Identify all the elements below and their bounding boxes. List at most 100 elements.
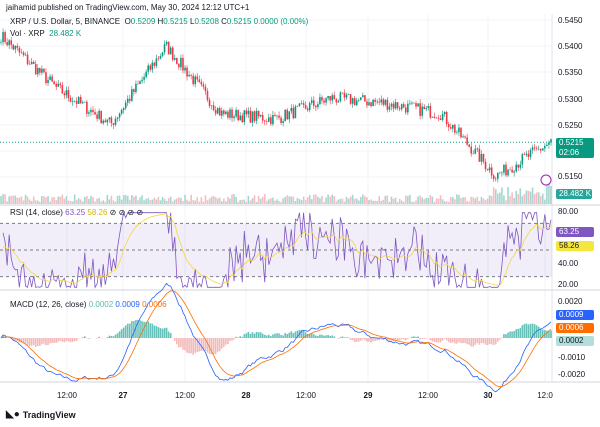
volume-bar bbox=[378, 196, 381, 204]
volume-bar bbox=[464, 197, 466, 204]
candle-body bbox=[131, 89, 133, 101]
volume-bar bbox=[353, 198, 356, 204]
volume-bar bbox=[84, 196, 86, 204]
candle-body bbox=[253, 111, 256, 121]
candle-body bbox=[292, 107, 295, 119]
volume-bar bbox=[63, 198, 66, 204]
candle-body bbox=[194, 76, 197, 85]
volume-bar bbox=[251, 198, 254, 204]
candle-body bbox=[122, 108, 125, 110]
candle-body bbox=[26, 54, 29, 65]
macd-histogram-bar bbox=[218, 338, 221, 352]
candle-body bbox=[169, 47, 172, 55]
volume-bar bbox=[486, 198, 489, 204]
macd-histogram-bar bbox=[458, 338, 460, 343]
candle-body bbox=[276, 115, 278, 117]
macd-histogram-bar bbox=[466, 338, 468, 345]
candle-body bbox=[231, 109, 233, 119]
macd-histogram-bar bbox=[243, 334, 246, 338]
macd-histogram-bar bbox=[208, 338, 211, 355]
macd-histogram-bar bbox=[531, 323, 534, 338]
candle-body bbox=[300, 103, 303, 104]
candle-body bbox=[22, 52, 25, 56]
macd-histogram-bar bbox=[190, 338, 192, 354]
volume-bar bbox=[106, 195, 109, 204]
candle-body bbox=[310, 100, 313, 104]
volume-bar bbox=[537, 192, 540, 204]
candle-body bbox=[353, 98, 356, 105]
candle-body bbox=[519, 164, 522, 168]
volume-bar bbox=[482, 198, 485, 204]
macd-histogram-bar bbox=[145, 321, 147, 338]
volume-bar bbox=[184, 194, 186, 204]
rsi-legend: RSI (14, close) 63.25 58.26 ⊘ ⊘ ⊘ ⊘ bbox=[10, 208, 143, 218]
rsi-ma-line bbox=[2, 213, 552, 286]
volume-bar bbox=[429, 195, 432, 204]
macd-histogram-bar bbox=[198, 338, 201, 352]
macd-histogram-bar bbox=[441, 338, 444, 341]
candle-body bbox=[110, 117, 113, 124]
candle-body bbox=[533, 147, 536, 149]
candle-body bbox=[343, 92, 346, 98]
volume-bar bbox=[396, 201, 399, 204]
candle-body bbox=[86, 101, 88, 114]
macd-histogram-bar bbox=[296, 330, 299, 338]
candle-body bbox=[480, 153, 483, 162]
volume-bar bbox=[441, 199, 444, 204]
volume-bar bbox=[43, 196, 45, 204]
volume-bar bbox=[298, 199, 301, 204]
candle-body bbox=[135, 83, 137, 93]
macd-histogram-bar bbox=[517, 328, 520, 338]
volume-bar bbox=[335, 201, 338, 204]
macd-histogram-bar bbox=[523, 324, 526, 338]
tradingview-logo[interactable]: ◣● TradingView bbox=[6, 410, 76, 421]
macd-histogram-bar bbox=[429, 338, 432, 341]
symbol-name[interactable]: XRP / U.S. Dollar, 5, BINANCE bbox=[10, 17, 121, 26]
candle-body bbox=[28, 64, 31, 65]
candle-body bbox=[447, 124, 450, 128]
macd-histogram-bar bbox=[355, 338, 358, 342]
macd-histogram-bar bbox=[331, 335, 333, 338]
volume-bar bbox=[370, 199, 372, 204]
volume-bar bbox=[98, 198, 100, 204]
macd-histogram-bar bbox=[417, 336, 419, 338]
volume-bar bbox=[443, 201, 446, 204]
volume-bar bbox=[163, 198, 166, 204]
candle-body bbox=[360, 97, 362, 100]
volume-bar bbox=[249, 200, 252, 204]
macd-histogram-bar bbox=[159, 328, 162, 338]
volume-bar bbox=[337, 199, 340, 204]
volume-bar bbox=[372, 200, 374, 204]
rsi-tick: 20.00 bbox=[558, 280, 579, 289]
volume-bar bbox=[327, 194, 329, 204]
volume-bar bbox=[341, 198, 344, 204]
macd-histogram-bar bbox=[137, 320, 139, 338]
macd-histogram-bar bbox=[22, 338, 25, 344]
candle-body bbox=[537, 148, 540, 150]
candle-body bbox=[94, 111, 96, 115]
macd-histogram-bar bbox=[357, 338, 360, 342]
macd-histogram-bar bbox=[147, 321, 149, 338]
signal-badge: 0.0006 bbox=[556, 323, 594, 333]
volume-bar bbox=[501, 187, 503, 204]
macd-histogram-bar bbox=[546, 330, 548, 338]
macd-histogram-bar bbox=[433, 338, 436, 343]
macd-histogram-bar bbox=[259, 332, 262, 338]
volume-bar bbox=[296, 197, 299, 204]
macd-histogram-bar bbox=[460, 338, 462, 344]
candle-body bbox=[235, 109, 237, 117]
macd-histogram-bar bbox=[98, 336, 100, 338]
macd-histogram-bar bbox=[261, 333, 264, 338]
volume-bar bbox=[394, 197, 397, 204]
macd-histogram-bar bbox=[30, 338, 33, 346]
candle-body bbox=[147, 65, 149, 72]
volume-bar bbox=[319, 198, 321, 204]
candle-body bbox=[200, 81, 203, 85]
macd-histogram-bar bbox=[413, 336, 415, 338]
macd-histogram-bar bbox=[268, 334, 270, 338]
candle-body bbox=[210, 105, 213, 106]
change-value: 0.0000 (0.00%) bbox=[253, 17, 309, 26]
macd-histogram-bar bbox=[392, 338, 395, 341]
macd-histogram-bar bbox=[210, 338, 213, 355]
